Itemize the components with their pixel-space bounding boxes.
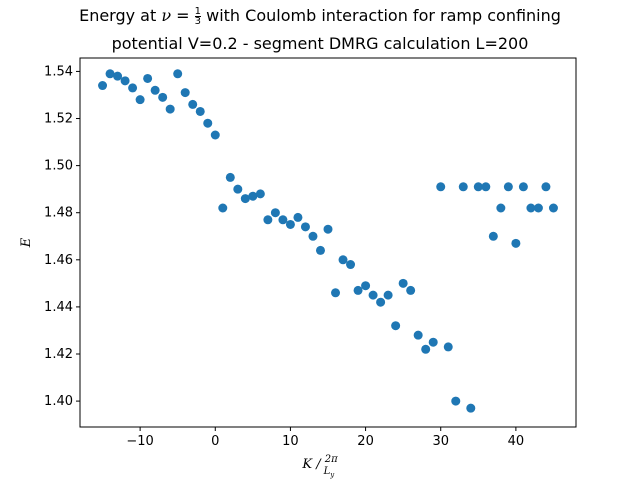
y-tick-label: 1.46 [44, 253, 73, 268]
data-point [376, 297, 386, 307]
data-point [195, 106, 205, 116]
data-point [233, 184, 243, 194]
data-point [398, 278, 408, 288]
data-point [263, 215, 273, 225]
x-tick-label: 0 [211, 434, 219, 449]
data-point [248, 191, 258, 201]
y-tick-label: 1.54 [44, 64, 73, 79]
data-point [518, 182, 528, 192]
data-point [503, 182, 513, 192]
y-tick-label: 1.40 [44, 394, 73, 409]
y-tick-label: 1.48 [44, 206, 73, 221]
chart-subtitle: potential V=0.2 - segment DMRG calculati… [111, 34, 529, 53]
data-point [323, 224, 333, 234]
data-point [210, 130, 220, 140]
x-axis-label: K / 2π Ly [301, 454, 338, 479]
data-point [218, 203, 228, 213]
data-point [315, 245, 325, 255]
data-point [391, 321, 401, 331]
data-point [293, 212, 303, 222]
data-point [436, 182, 446, 192]
data-point [466, 403, 476, 413]
y-tick-label: 1.50 [44, 159, 73, 174]
data-point [225, 172, 235, 182]
data-point [533, 203, 543, 213]
data-point [481, 182, 491, 192]
data-point [308, 231, 318, 241]
y-axis-label: E [19, 237, 34, 248]
data-point [383, 290, 393, 300]
data-point [361, 281, 371, 291]
x-tick-label: 20 [357, 434, 374, 449]
x-axis-ticks: −10 0 10 20 30 40 [126, 427, 524, 449]
y-tick-label: 1.52 [44, 112, 73, 127]
data-point [338, 255, 348, 265]
data-point [511, 238, 521, 248]
data-point [353, 285, 363, 295]
data-points [98, 69, 558, 413]
data-point [285, 219, 295, 229]
data-point [98, 81, 108, 91]
data-point [278, 215, 288, 225]
data-point [496, 203, 506, 213]
data-point [458, 182, 468, 192]
data-point [150, 85, 160, 95]
data-point [473, 182, 483, 192]
data-point [255, 189, 265, 199]
data-point [128, 83, 138, 93]
x-tick-label: 30 [432, 434, 449, 449]
data-point [331, 288, 341, 298]
data-point [443, 342, 453, 352]
data-point [548, 203, 558, 213]
x-tick-label: −10 [126, 434, 153, 449]
plot-frame [79, 57, 577, 428]
data-point [451, 396, 461, 406]
data-point [188, 99, 198, 109]
data-point [165, 104, 175, 114]
y-tick-label: 1.42 [44, 347, 73, 362]
data-point [300, 222, 310, 232]
data-point [203, 118, 213, 128]
data-point [346, 260, 356, 270]
data-point [368, 290, 378, 300]
data-point [406, 285, 416, 295]
data-point [120, 76, 130, 86]
data-point [270, 208, 280, 218]
data-point [526, 203, 536, 213]
data-point [113, 71, 123, 81]
data-point [180, 88, 190, 98]
x-tick-label: 10 [282, 434, 299, 449]
y-axis-ticks: 1.40 1.42 1.44 1.46 1.48 1.50 1.52 1.54 [44, 64, 80, 409]
data-point [173, 69, 183, 79]
data-point [541, 182, 551, 192]
data-point [143, 73, 153, 83]
data-point [428, 337, 438, 347]
data-point [158, 92, 168, 102]
x-tick-label: 40 [508, 434, 525, 449]
y-tick-label: 1.44 [44, 300, 73, 315]
data-point [413, 330, 423, 340]
data-point [135, 95, 145, 105]
data-point [105, 69, 115, 79]
data-point [488, 231, 498, 241]
data-point [421, 344, 431, 354]
data-point [240, 194, 250, 204]
